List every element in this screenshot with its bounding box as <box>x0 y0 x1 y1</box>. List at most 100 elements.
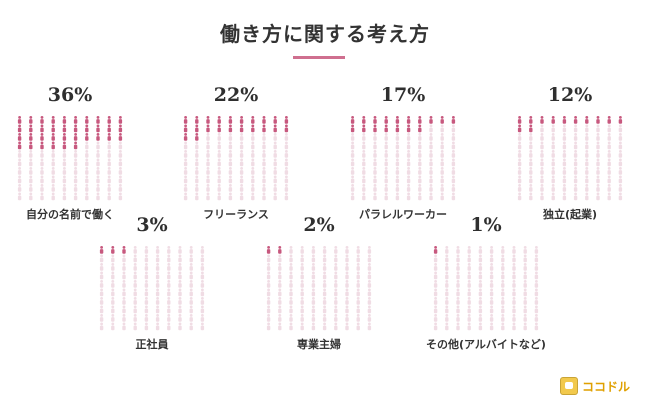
figure-empty <box>534 297 539 305</box>
figure-empty <box>111 263 115 271</box>
figure-empty <box>373 150 377 158</box>
figure-empty <box>322 254 327 263</box>
figure-empty <box>300 271 304 280</box>
figure-empty <box>607 124 611 133</box>
figure-empty <box>362 184 366 192</box>
figure-empty <box>350 150 355 158</box>
figure-empty <box>334 322 338 331</box>
figure-empty <box>334 263 338 271</box>
figure-empty <box>300 288 304 297</box>
figure-filled <box>440 116 444 124</box>
figure-filled <box>40 124 44 133</box>
figure-empty <box>429 158 433 167</box>
figure-filled <box>85 133 89 141</box>
figure-empty <box>406 158 411 167</box>
figure-empty <box>440 124 444 133</box>
figure-empty <box>607 150 611 158</box>
figure-empty <box>467 254 471 263</box>
figure-empty <box>373 192 377 201</box>
figure-empty <box>29 192 33 201</box>
figure-empty <box>155 297 160 305</box>
figure-empty <box>540 167 544 175</box>
figure-empty <box>200 271 205 280</box>
figure-empty <box>178 305 182 314</box>
figure-empty <box>585 184 589 192</box>
figure-empty <box>523 297 527 305</box>
figure-empty <box>111 254 115 263</box>
figure-empty <box>122 254 126 263</box>
logo-text: ココドル <box>581 379 630 394</box>
figure-filled <box>228 116 233 124</box>
figure-empty <box>278 271 282 280</box>
figure-empty <box>300 254 304 263</box>
figure-filled <box>107 133 111 141</box>
figure-empty <box>144 322 149 331</box>
figure-empty <box>562 124 567 133</box>
figure-empty <box>478 263 483 271</box>
figure-empty <box>596 124 600 133</box>
figure-empty <box>251 150 255 158</box>
figure-empty <box>433 297 438 305</box>
figure-filled <box>62 133 67 141</box>
figure-empty <box>429 175 433 184</box>
figure-empty <box>183 175 188 184</box>
figure-empty <box>440 158 444 167</box>
figure-empty <box>501 288 505 297</box>
figure-empty <box>489 305 494 314</box>
figure-filled <box>99 246 104 254</box>
figure-empty <box>239 184 244 192</box>
figure-empty <box>251 192 255 201</box>
figure-empty <box>155 280 160 288</box>
figure-empty <box>406 167 411 175</box>
figure-empty <box>300 305 304 314</box>
brand-logo: ココドル <box>559 377 630 395</box>
figure-empty <box>418 184 422 192</box>
figure-empty <box>433 314 438 322</box>
figure-empty <box>122 288 126 297</box>
figure-empty <box>596 192 600 201</box>
figure-filled <box>29 116 33 124</box>
figure-empty <box>273 141 277 150</box>
figure-empty <box>266 263 271 271</box>
figure-empty <box>107 175 111 184</box>
figure-empty <box>367 271 372 280</box>
figure-empty <box>551 175 555 184</box>
figure-empty <box>345 254 349 263</box>
figure-empty <box>585 192 589 201</box>
figure-empty <box>118 167 123 175</box>
figure-empty <box>345 271 349 280</box>
figure-empty <box>111 271 115 280</box>
figure-empty <box>144 246 149 254</box>
figure-empty <box>99 288 104 297</box>
figure-empty <box>111 297 115 305</box>
figure-empty <box>618 175 623 184</box>
figure-empty <box>433 254 438 263</box>
figure-filled <box>217 124 221 133</box>
figure-empty <box>467 263 471 271</box>
figure-filled <box>73 116 78 124</box>
figure-empty <box>345 314 349 322</box>
figure-empty <box>200 314 205 322</box>
figure-filled <box>406 116 411 124</box>
figure-empty <box>395 175 400 184</box>
figure-empty <box>467 280 471 288</box>
figure-empty <box>345 263 349 271</box>
figure-empty <box>512 246 516 254</box>
figure-empty <box>512 254 516 263</box>
figure-empty <box>17 167 22 175</box>
figure-empty <box>429 124 433 133</box>
figure-empty <box>195 158 199 167</box>
figure-empty <box>133 322 137 331</box>
figure-empty <box>585 133 589 141</box>
figure-empty <box>350 184 355 192</box>
logo-icon <box>559 377 578 395</box>
figure-empty <box>266 305 271 314</box>
figure-empty <box>523 254 527 263</box>
figure-empty <box>478 297 483 305</box>
figure-filled <box>51 124 55 133</box>
figure-empty <box>284 184 289 192</box>
figure-filled <box>362 116 366 124</box>
figure-filled <box>529 124 533 133</box>
category-label: 正社員 <box>135 338 169 351</box>
figure-empty <box>144 263 149 271</box>
